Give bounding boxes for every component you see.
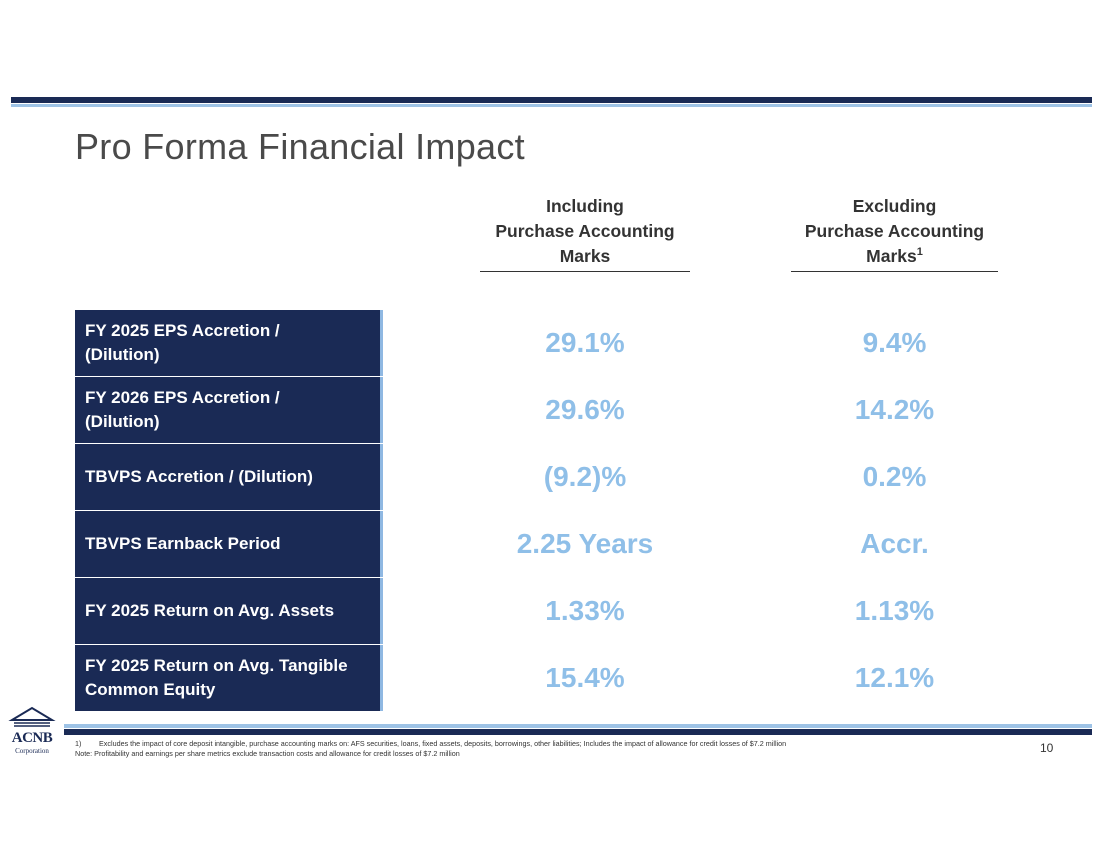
table-row: FY 2026 EPS Accretion / (Dilution) 29.6%… <box>75 377 1075 444</box>
row-label-line1: TBVPS Earnback Period <box>85 534 281 553</box>
table-row: FY 2025 EPS Accretion / (Dilution) 29.1%… <box>75 310 1075 377</box>
page-number: 10 <box>1040 741 1054 755</box>
column-header-excluding-line3: Marks <box>866 246 917 266</box>
row-label-line1: TBVPS Accretion / (Dilution) <box>85 467 313 486</box>
row-label-line1: FY 2025 Return on Avg. Tangible <box>85 656 348 675</box>
row-label-line2: (Dilution) <box>85 345 160 364</box>
top-divider-dark <box>11 97 1092 103</box>
row-accent <box>380 377 383 443</box>
row-label-line1: FY 2025 EPS Accretion / <box>85 321 280 340</box>
table-row: TBVPS Accretion / (Dilution) (9.2)% 0.2% <box>75 444 1075 511</box>
logo-name: ACNB <box>11 730 53 746</box>
row-accent <box>380 444 383 510</box>
column-header-including-line3: Marks <box>559 246 611 266</box>
footnote-marker: 1 <box>916 246 923 259</box>
value-including: 29.1% <box>545 327 625 358</box>
table-row: FY 2025 Return on Avg. Assets 1.33% 1.13… <box>75 578 1075 645</box>
row-label: FY 2026 EPS Accretion / (Dilution) <box>75 377 380 443</box>
row-label: FY 2025 EPS Accretion / (Dilution) <box>75 310 380 376</box>
bottom-divider-dark <box>64 729 1092 735</box>
row-accent <box>380 310 383 376</box>
value-including: 2.25 Years <box>516 528 654 559</box>
value-including: (9.2)% <box>543 461 627 492</box>
column-header-including-line1: Including <box>546 196 624 216</box>
footnote-number: 1) <box>75 739 82 748</box>
row-label: FY 2025 Return on Avg. Assets <box>75 578 380 644</box>
table-row: TBVPS Earnback Period 2.25 Years Accr. <box>75 511 1075 578</box>
column-header-including: Including Purchase Accounting Marks <box>480 194 690 272</box>
top-divider-light <box>11 104 1092 107</box>
bottom-divider-light <box>64 724 1092 728</box>
column-header-excluding-line1: Excluding <box>852 196 937 216</box>
row-label-line1: FY 2025 Return on Avg. Assets <box>85 601 335 620</box>
column-header-including-line2: Purchase Accounting <box>495 221 675 241</box>
row-label-line1: FY 2026 EPS Accretion / <box>85 388 280 407</box>
footnotes: 1) Excludes the impact of core deposit in… <box>75 739 975 759</box>
value-including: 15.4% <box>545 662 625 693</box>
row-accent <box>380 511 383 577</box>
row-accent <box>380 645 383 711</box>
bank-building-icon <box>8 706 56 727</box>
column-header-excluding: Excluding Purchase Accounting Marks1 <box>791 194 998 272</box>
value-excluding: 12.1% <box>854 662 935 693</box>
row-accent <box>380 578 383 644</box>
row-label-line2: Common Equity <box>85 680 216 699</box>
row-label-line2: (Dilution) <box>85 412 160 431</box>
page-title: Pro Forma Financial Impact <box>75 126 525 167</box>
value-excluding: 0.2% <box>862 461 927 492</box>
table-row: FY 2025 Return on Avg. Tangible Common E… <box>75 645 1075 712</box>
footnote-note: Note: Profitability and earnings per sha… <box>75 749 460 758</box>
value-including: 29.6% <box>545 394 625 425</box>
row-label: TBVPS Earnback Period <box>75 511 380 577</box>
footnote-1: Excludes the impact of core deposit inta… <box>99 739 787 748</box>
logo-subtitle: Corporation <box>15 747 49 755</box>
column-header-excluding-line2: Purchase Accounting <box>804 221 985 241</box>
value-excluding: 1.13% <box>854 595 935 626</box>
row-label: FY 2025 Return on Avg. Tangible Common E… <box>75 645 380 711</box>
value-excluding: 14.2% <box>854 394 935 425</box>
value-excluding: Accr. <box>860 528 929 559</box>
value-excluding: 9.4% <box>862 327 927 358</box>
row-label: TBVPS Accretion / (Dilution) <box>75 444 380 510</box>
value-including: 1.33% <box>545 595 625 626</box>
